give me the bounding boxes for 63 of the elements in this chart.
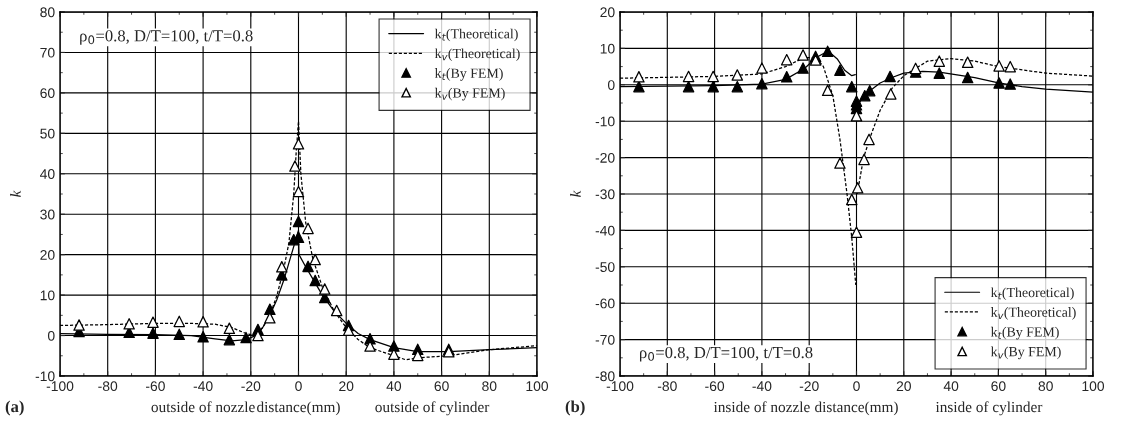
text: inside of cylinder (935, 401, 1043, 416)
y-tick-label: -80 (595, 371, 615, 382)
x-tick-label: -60 (145, 381, 165, 392)
x-tick-label: -20 (241, 381, 261, 392)
x-tick-label: 80 (1038, 381, 1053, 392)
text: (b) (565, 400, 585, 416)
y-tick-label: 70 (40, 47, 55, 58)
y-tick-label: 20 (40, 250, 55, 260)
x-axis-title: distance(mm) (257, 401, 340, 416)
y-tick-label: -10 (35, 371, 55, 382)
legend-label: k$_{v}$(Theoretical) (434, 48, 520, 61)
legend-label: k$_{v}$(Theoretical) (990, 307, 1076, 320)
x-axis-title: distance(mm) (815, 401, 898, 416)
x-tick-label: 20 (896, 381, 911, 392)
x-tick-label: 40 (386, 381, 402, 392)
legend-label: k$_{t}$(By FEM) (990, 326, 1059, 340)
y-axis-title: k (10, 190, 21, 197)
annotation: ρ$_{0}$=0.8, D/T=100, t/T=0.8 (80, 30, 253, 45)
y-tick-label: 0 (607, 80, 615, 90)
x-tick-label: 100 (526, 381, 549, 392)
y-tick-label: 10 (600, 43, 615, 54)
legend-label: k$_{t}$(Theoretical) (434, 28, 518, 42)
y-tick-label: 50 (40, 128, 55, 139)
legend-label: k$_{t}$(By FEM) (434, 68, 503, 81)
y-tick-label: 30 (40, 209, 55, 220)
x-tick-label: 60 (434, 381, 449, 392)
x-tick-label: -80 (98, 381, 118, 392)
x-tick-label: 20 (339, 381, 354, 392)
legend-label: k$_{v}$(By FEM) (434, 87, 505, 101)
y-tick-label: -20 (595, 152, 615, 163)
y-tick-label: -10 (595, 116, 615, 127)
text: inside of nozzle (713, 401, 810, 413)
y-tick-label: -60 (595, 298, 615, 309)
x-tick-label: 0 (853, 381, 860, 392)
y-tick-label: 80 (40, 7, 55, 18)
x-tick-label: 80 (482, 381, 497, 392)
y-tick-label: -70 (595, 334, 615, 345)
x-tick-label: 0 (295, 381, 302, 392)
annotation: ρ$_{0}$=0.8, D/T=100, t/T=0.8 (640, 346, 813, 362)
text: outside of cylinder (375, 401, 490, 416)
text: (a) (5, 400, 24, 416)
legend-label: k$_{v}$(By FEM) (990, 346, 1061, 360)
x-tick-label: -60 (705, 381, 725, 392)
y-tick-label: 10 (40, 290, 55, 301)
x-tick-label: 40 (943, 381, 959, 392)
y-tick-label: -50 (595, 262, 615, 272)
y-tick-label: -40 (595, 225, 615, 236)
y-tick-label: 40 (40, 169, 55, 179)
y-tick-label: -30 (595, 189, 615, 200)
text: outside of nozzle (151, 401, 255, 413)
x-tick-label: -80 (657, 381, 677, 392)
y-tick-label: 60 (40, 88, 55, 99)
y-tick-label: 20 (600, 7, 615, 18)
legend-label: k$_{t}$(Theoretical) (990, 287, 1074, 300)
y-axis-title: k (570, 190, 581, 197)
x-tick-label: -100 (46, 381, 74, 392)
x-tick-label: -40 (752, 381, 772, 392)
x-tick-label: 100 (1082, 381, 1105, 392)
x-tick-label: -100 (606, 381, 634, 392)
y-tick-label: 0 (47, 330, 55, 341)
x-tick-label: 60 (991, 381, 1006, 392)
x-tick-label: -20 (799, 381, 819, 392)
x-tick-label: -40 (193, 381, 213, 392)
